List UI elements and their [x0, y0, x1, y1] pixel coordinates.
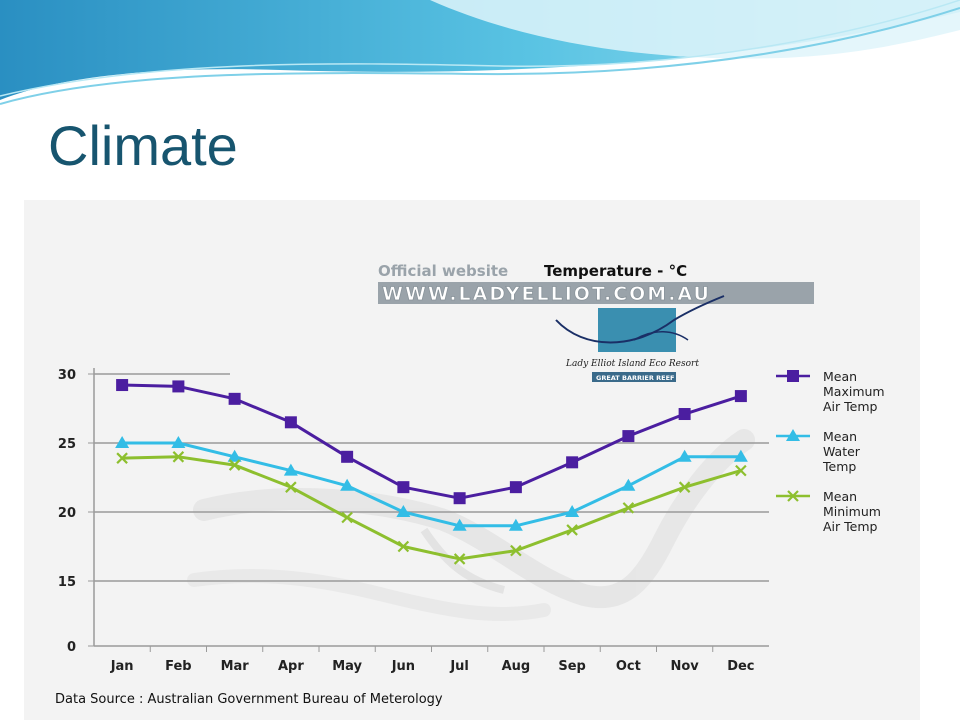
data-point-square	[284, 416, 297, 429]
data-point-cross	[735, 464, 747, 477]
legend-label: Water	[823, 444, 861, 459]
data-point-triangle	[227, 449, 242, 462]
data-point-triangle	[565, 505, 580, 517]
data-point-triangle	[621, 478, 636, 491]
data-point-square	[341, 450, 354, 463]
manta-ray-watermark	[187, 429, 755, 621]
data-point-triangle	[508, 518, 523, 531]
data-point-square	[734, 390, 747, 403]
x-tick-label: May	[332, 659, 362, 674]
temperature-chart: 0 15 20 25 30 Jan Feb Mar Apr May Jun Jul Aug Sep Oct N…	[58, 262, 885, 674]
x-tick-label: Mar	[221, 659, 250, 674]
legend-label: Minimum	[823, 504, 881, 519]
data-point-square	[787, 370, 799, 382]
chart-title: Temperature - °C	[544, 262, 687, 280]
series-2	[116, 451, 747, 565]
x-tick-label: Feb	[165, 659, 191, 674]
x-tick-label: Jan	[110, 659, 134, 674]
url-banner	[378, 282, 814, 304]
y-tick-label: 0	[67, 640, 76, 655]
data-point-triangle	[396, 505, 411, 517]
resort-logo: Lady Elliot Island Eco Resort GREAT BARR…	[555, 295, 725, 382]
data-point-triangle	[786, 429, 800, 441]
legend-label: Air Temp	[823, 399, 878, 414]
data-point-square	[678, 408, 691, 421]
x-tick-label: Oct	[616, 659, 641, 674]
data-source-note: Data Source : Australian Government Bure…	[55, 692, 443, 707]
legend-label: Maximum	[823, 384, 885, 399]
data-point-square	[509, 481, 522, 494]
data-point-cross	[285, 481, 297, 493]
y-tick-label: 30	[58, 368, 76, 383]
series-line	[122, 455, 742, 561]
data-point-square	[172, 380, 185, 393]
data-point-cross	[566, 524, 578, 536]
chart-panel: 0 15 20 25 30 Jan Feb Mar Apr May Jun Jul Aug Sep Oct N…	[24, 200, 920, 720]
series-layer	[115, 379, 748, 565]
x-tick-label: Nov	[670, 659, 699, 674]
series-0	[116, 379, 747, 505]
data-point-square	[453, 492, 466, 505]
x-tick-label: Jul	[449, 659, 469, 674]
series-1	[115, 436, 748, 531]
data-point-cross	[116, 452, 128, 464]
data-point-cross	[341, 511, 353, 524]
x-tick-label: Jun	[391, 659, 415, 674]
data-point-triangle	[171, 436, 186, 448]
data-point-square	[116, 379, 129, 392]
legend-label: Temp	[822, 459, 856, 474]
logo-subtitle: GREAT BARRIER REEF	[596, 374, 674, 382]
y-tick-label: 25	[58, 437, 76, 452]
data-point-cross	[622, 502, 635, 514]
x-tick-label: Aug	[502, 659, 531, 674]
data-point-triangle	[340, 478, 355, 491]
chart-header: Official website Temperature - °C WWW.LA…	[378, 262, 814, 382]
x-tick-label: Sep	[558, 659, 586, 674]
data-point-triangle	[452, 518, 467, 531]
x-tick-label: Apr	[278, 659, 304, 674]
data-point-cross	[787, 490, 799, 502]
legend-label: Mean	[823, 429, 857, 444]
series-line	[122, 383, 742, 500]
y-tick-label: 15	[58, 575, 76, 590]
decorative-wave-banner	[0, 0, 960, 105]
data-point-cross	[228, 459, 241, 471]
data-point-cross	[172, 451, 185, 463]
data-point-triangle	[677, 449, 692, 462]
official-website-label: Official website	[378, 262, 508, 280]
data-point-square	[228, 392, 241, 405]
series-line	[122, 441, 741, 528]
y-tick-label: 20	[58, 506, 76, 521]
data-point-cross	[397, 540, 410, 553]
legend-label: Mean	[823, 369, 857, 384]
data-point-cross	[453, 553, 466, 565]
data-point-triangle	[115, 436, 130, 448]
axes: 0 15 20 25 30 Jan Feb Mar Apr May Jun Jul Aug Sep Oct N…	[58, 368, 755, 674]
logo-caption: Lady Elliot Island Eco Resort	[565, 359, 699, 369]
legend-label: Mean	[823, 489, 857, 504]
data-point-square	[622, 430, 635, 443]
x-tick-label: Dec	[727, 659, 754, 674]
data-point-cross	[510, 544, 522, 557]
url-text: WWW.LADYELLIOT.COM.AU	[382, 283, 711, 305]
legend-label: Air Temp	[823, 519, 878, 534]
data-point-square	[397, 481, 410, 494]
data-point-cross	[678, 481, 691, 493]
data-point-triangle	[733, 449, 748, 462]
data-point-triangle	[283, 463, 298, 476]
slide-title: Climate	[48, 114, 238, 177]
data-point-square	[566, 456, 579, 469]
